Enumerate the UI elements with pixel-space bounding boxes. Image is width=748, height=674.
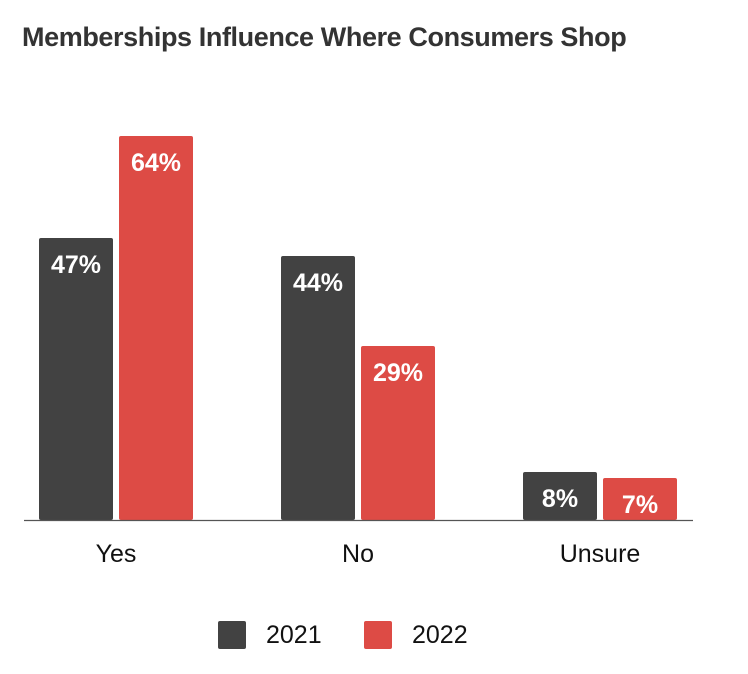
legend-item-2021: 2021 [218, 620, 322, 650]
bar-unsure-2022 [603, 478, 677, 520]
category-label-yes: Yes [96, 540, 137, 568]
bar-unsure-2021 [523, 472, 597, 520]
legend-item-2022: 2022 [364, 620, 468, 650]
category-label-unsure: Unsure [560, 540, 641, 568]
chart-title: Memberships Influence Where Consumers Sh… [22, 22, 627, 52]
bar-no-2022 [361, 346, 435, 520]
bar-value-label-no-2022: 29% [373, 359, 423, 387]
bar-value-label-unsure-2022: 7% [622, 491, 658, 519]
bar-chart: 47% 64% Yes 44% 29% No 8% 7% Unsure [24, 136, 693, 568]
bar-value-label-yes-2022: 64% [131, 149, 181, 177]
bar-yes-2022 [119, 136, 193, 520]
legend-label-2022: 2022 [412, 620, 468, 649]
legend-swatch-2022 [364, 621, 392, 649]
bar-yes-2021 [39, 238, 113, 520]
bar-no-2021 [281, 256, 355, 520]
bar-value-label-unsure-2021: 8% [542, 485, 578, 513]
legend-label-2021: 2021 [266, 620, 322, 649]
category-label-no: No [342, 540, 374, 568]
legend-swatch-2021 [218, 621, 246, 649]
bar-value-label-no-2021: 44% [293, 269, 343, 297]
bar-value-label-yes-2021: 47% [51, 251, 101, 279]
